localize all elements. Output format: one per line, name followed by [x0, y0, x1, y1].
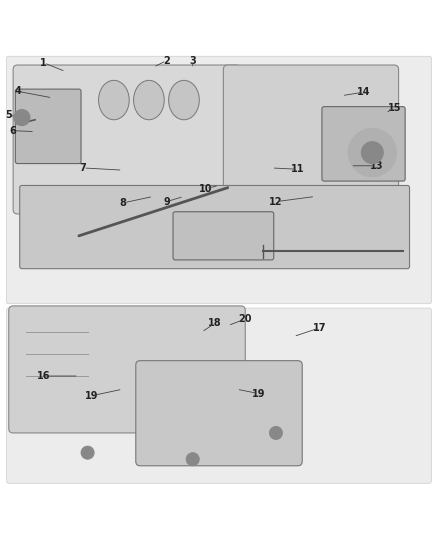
FancyBboxPatch shape [7, 56, 431, 304]
Circle shape [186, 453, 199, 466]
Text: 4: 4 [14, 86, 21, 96]
Text: 19: 19 [85, 391, 99, 401]
Text: 1: 1 [40, 58, 47, 68]
Text: 5: 5 [5, 110, 12, 120]
Ellipse shape [134, 80, 164, 120]
FancyBboxPatch shape [13, 65, 241, 214]
Ellipse shape [169, 80, 199, 120]
Text: 11: 11 [291, 164, 304, 174]
FancyBboxPatch shape [322, 107, 405, 181]
Circle shape [14, 110, 30, 125]
Text: 17: 17 [313, 323, 326, 333]
Circle shape [361, 142, 383, 164]
Text: 2: 2 [163, 55, 170, 66]
Text: 13: 13 [370, 161, 383, 171]
Text: 20: 20 [239, 314, 252, 324]
FancyBboxPatch shape [7, 308, 431, 483]
Text: 14: 14 [357, 87, 370, 97]
Text: 9: 9 [163, 197, 170, 207]
Ellipse shape [99, 80, 129, 120]
FancyBboxPatch shape [9, 306, 245, 433]
Text: 7: 7 [80, 163, 87, 173]
Circle shape [269, 426, 283, 440]
Text: 8: 8 [119, 198, 126, 208]
FancyBboxPatch shape [15, 89, 81, 164]
FancyBboxPatch shape [20, 185, 410, 269]
Text: 19: 19 [252, 389, 265, 399]
Text: 18: 18 [208, 318, 222, 328]
Text: 15: 15 [388, 103, 401, 113]
Text: 16: 16 [37, 371, 50, 381]
Text: 12: 12 [269, 197, 283, 207]
Circle shape [81, 446, 94, 459]
Text: 3: 3 [189, 55, 196, 66]
FancyBboxPatch shape [173, 212, 274, 260]
FancyBboxPatch shape [136, 361, 302, 466]
Text: 10: 10 [199, 183, 212, 193]
Text: 6: 6 [10, 126, 17, 136]
FancyBboxPatch shape [223, 65, 399, 192]
Circle shape [348, 128, 396, 177]
